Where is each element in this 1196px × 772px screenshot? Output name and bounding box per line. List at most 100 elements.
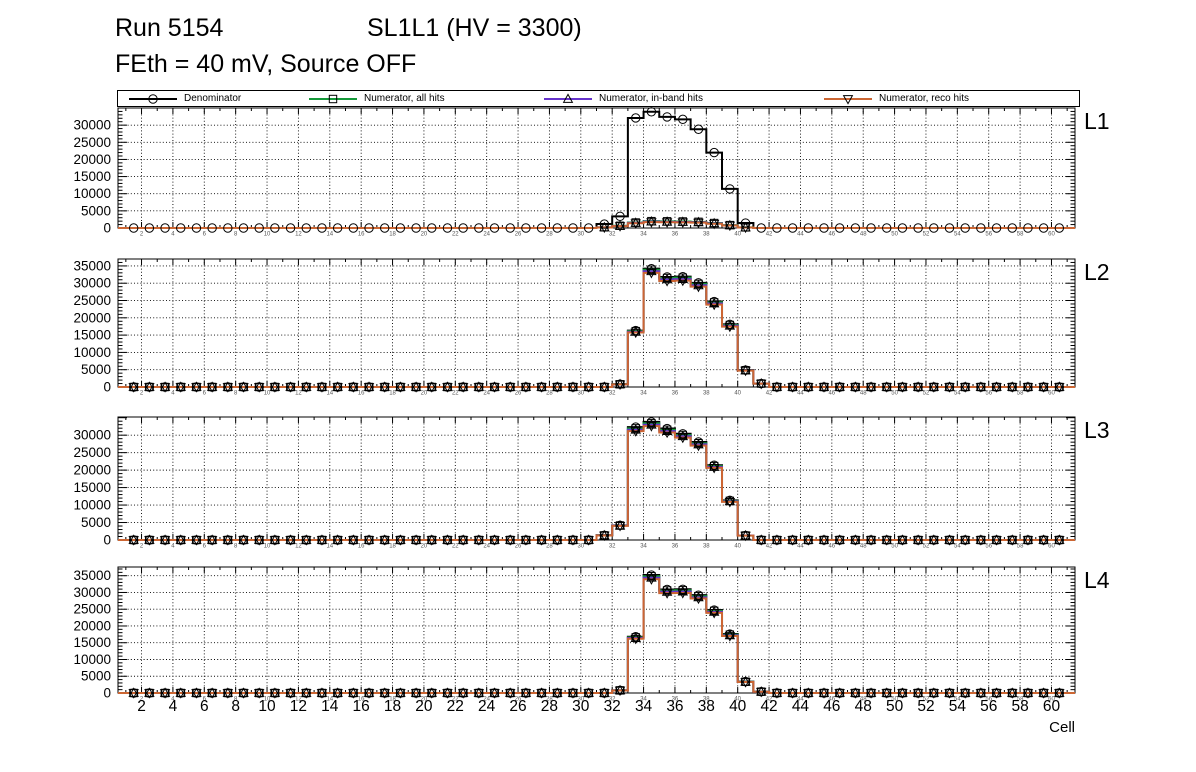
triangle-up-marker (881, 534, 892, 544)
triangle-up-marker (144, 687, 155, 697)
triangle-down-marker (175, 383, 186, 393)
triangle-down-marker (755, 379, 767, 390)
y-tick-label: 5000 (81, 515, 111, 530)
triangle-down-marker (504, 383, 516, 393)
triangle-down-marker (238, 689, 249, 699)
triangle-up-marker (630, 217, 641, 227)
x-subtick-label: 26 (515, 544, 522, 550)
triangle-up-marker (708, 606, 720, 616)
triangle-down-marker (661, 218, 673, 228)
x-subtick-label: 14 (326, 544, 333, 550)
triangle-up-marker (1022, 381, 1034, 391)
x-subtick-label: 22 (452, 697, 459, 703)
triangle-up-marker (850, 534, 861, 544)
triangle-down-marker (175, 689, 186, 699)
triangle-down-marker (379, 536, 390, 546)
triangle-up-marker (803, 381, 814, 391)
triangle-up-marker (1038, 381, 1049, 391)
triangle-down-marker (740, 531, 751, 542)
x-tick-label: 20 (415, 698, 433, 715)
x-subtick-label: 36 (672, 697, 679, 703)
triangle-down-marker (834, 689, 845, 699)
triangle-up-marker (395, 381, 406, 391)
triangle-down-marker (206, 383, 218, 393)
x-subtick-label: 8 (234, 544, 238, 550)
triangle-down-marker (630, 219, 641, 229)
circle-marker (285, 223, 296, 233)
triangle-down-marker (144, 383, 155, 393)
circle-marker (301, 223, 311, 233)
triangle-down-marker (504, 536, 516, 546)
x-subtick-label: 46 (828, 697, 835, 703)
triangle-down-marker (253, 536, 265, 546)
x-subtick-label: 28 (546, 697, 553, 703)
x-tick-label: 38 (698, 698, 715, 715)
triangle-up-marker (175, 534, 186, 544)
triangle-up-marker (332, 381, 343, 391)
x-subtick-label: 48 (860, 544, 867, 550)
x-tick-label: 58 (1011, 698, 1028, 715)
circle-marker (913, 223, 923, 233)
triangle-down-marker (724, 221, 736, 232)
x-subtick-label: 18 (389, 544, 396, 550)
triangle-down-marker (1054, 383, 1065, 393)
x-subtick-label: 6 (203, 544, 207, 550)
triangle-up-marker (222, 381, 234, 391)
y-tick-label: 30000 (73, 428, 111, 443)
x-subtick-label: 16 (358, 697, 365, 703)
x-subtick-label: 52 (923, 232, 930, 238)
triangle-up-marker (959, 534, 971, 544)
circle-marker (772, 223, 782, 233)
y-tick-label: 5000 (81, 669, 111, 684)
x-subtick-label: 36 (672, 391, 679, 397)
triangle-up-marker (771, 534, 783, 544)
triangle-down-marker (693, 594, 704, 605)
x-subtick-label: 16 (358, 544, 365, 550)
x-subtick-label: 42 (766, 697, 773, 703)
y-tick-label: 30000 (73, 276, 111, 291)
triangle-up-marker (206, 687, 218, 697)
triangle-down-marker (536, 689, 547, 699)
triangle-up-marker (677, 216, 689, 226)
y-tick-label: 25000 (73, 602, 111, 617)
circle-marker (411, 223, 421, 233)
triangle-up-marker (912, 534, 924, 544)
series-line-4 (118, 221, 1075, 229)
triangle-up-marker (818, 381, 830, 391)
x-subtick-label: 18 (389, 697, 396, 703)
triangle-up-marker (646, 265, 657, 276)
x-subtick-label: 48 (860, 232, 867, 238)
x-tick-label: 10 (258, 698, 276, 715)
x-subtick-label: 2 (140, 232, 144, 238)
x-tick-label: 42 (760, 698, 777, 715)
x-subtick-label: 40 (734, 391, 741, 397)
triangle-up-marker (614, 520, 626, 530)
circle-marker (897, 223, 908, 233)
circle-marker (740, 218, 751, 228)
x-tick-label: 54 (949, 698, 967, 715)
circle-marker (270, 223, 280, 233)
x-tick-label: 26 (509, 698, 526, 715)
circle-marker (332, 223, 343, 233)
triangle-up-marker (991, 687, 1002, 697)
x-subtick-label: 46 (828, 232, 835, 238)
triangle-down-marker (708, 300, 720, 311)
triangle-up-marker (489, 381, 500, 391)
triangle-up-marker (771, 381, 783, 391)
triangle-up-marker (630, 632, 641, 642)
y-tick-label: 10000 (73, 498, 111, 513)
y-tick-label: 10000 (73, 652, 111, 667)
triangle-down-marker (787, 383, 798, 393)
triangle-up-marker (850, 381, 861, 391)
x-tick-label: 34 (635, 698, 653, 715)
triangle-up-marker (206, 381, 218, 391)
triangle-up-marker (755, 377, 767, 388)
triangle-up-marker (677, 585, 689, 596)
x-subtick-label: 50 (891, 544, 898, 550)
triangle-down-marker (740, 366, 751, 377)
chamber-title: SL1L1 (HV = 3300) (367, 14, 582, 42)
triangle-down-marker (614, 380, 626, 391)
triangle-up-marker (301, 534, 312, 544)
triangle-up-marker (520, 381, 532, 391)
